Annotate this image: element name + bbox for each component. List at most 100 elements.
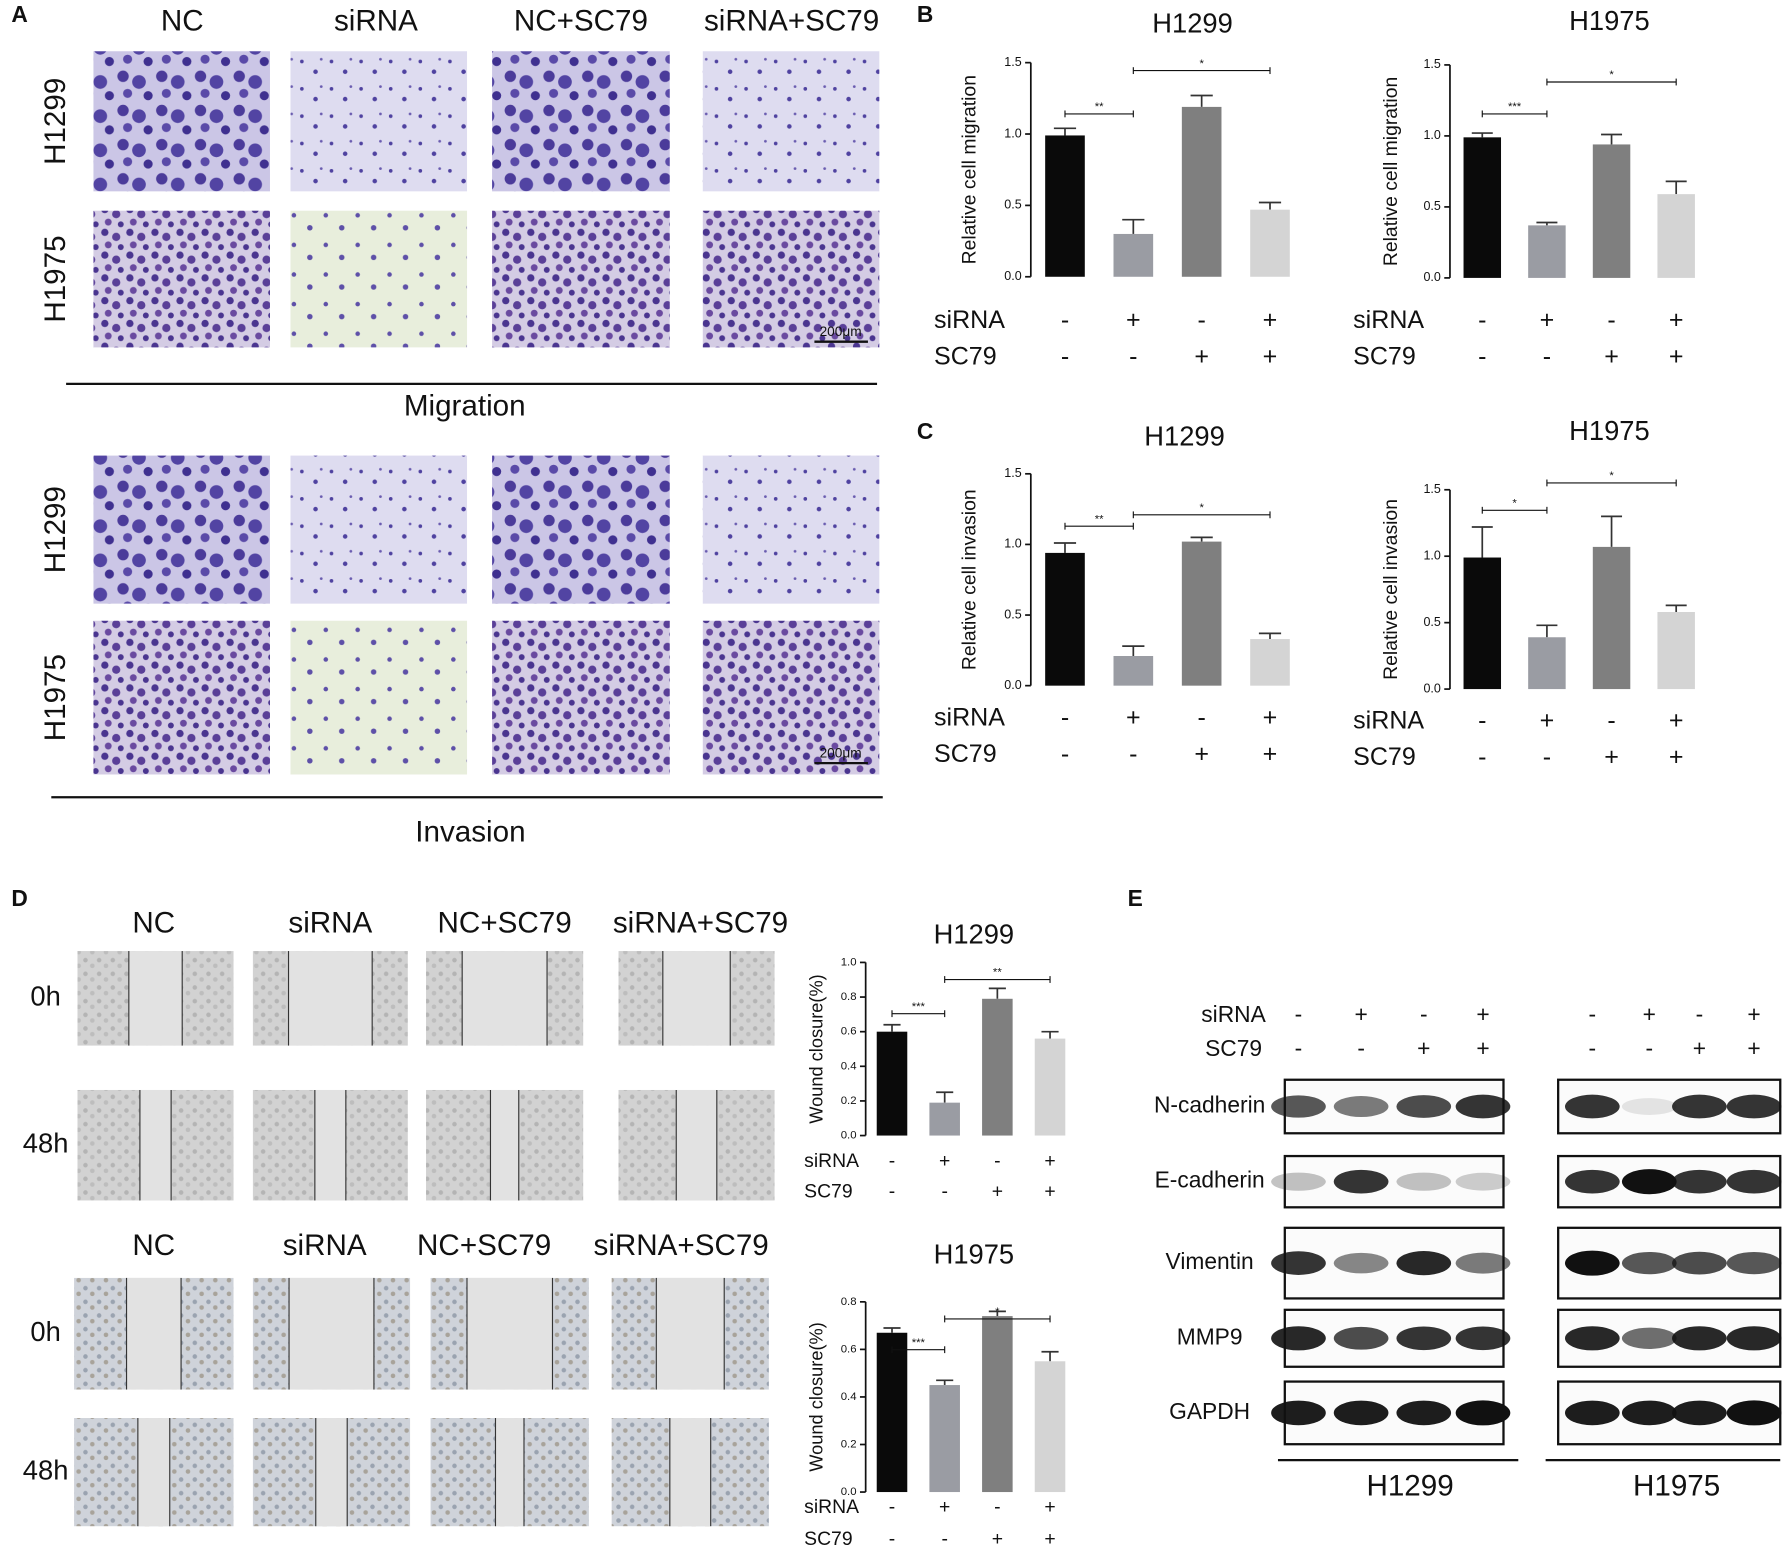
cell-line-label: H1299 bbox=[1366, 1469, 1453, 1502]
y-tick-label: 0.2 bbox=[841, 1095, 857, 1107]
row-label: H1975 bbox=[39, 654, 72, 741]
condition-sign: - bbox=[1607, 306, 1615, 334]
micrograph bbox=[702, 51, 880, 192]
wound-gap bbox=[495, 1418, 524, 1527]
condition-sign: + bbox=[1263, 342, 1278, 370]
y-tick-label: 0.4 bbox=[841, 1391, 857, 1403]
significance-label: *** bbox=[912, 1001, 926, 1013]
y-tick-label: 1.5 bbox=[1004, 466, 1021, 480]
bar bbox=[1592, 546, 1631, 690]
condition-sign: - bbox=[1543, 743, 1551, 771]
condition-label: siRNA bbox=[804, 1150, 859, 1172]
condition-sign: + bbox=[1263, 306, 1278, 334]
blot-band bbox=[1621, 1251, 1677, 1275]
cell-line-label: H1975 bbox=[1633, 1469, 1720, 1502]
significance-label: * bbox=[1199, 58, 1204, 70]
y-tick-label: 1.0 bbox=[1423, 128, 1440, 142]
condition-sign: + bbox=[1417, 1035, 1430, 1061]
blot-band bbox=[1726, 1094, 1782, 1119]
condition-sign: - bbox=[1295, 1035, 1303, 1061]
chart-title: H1299 bbox=[934, 918, 1015, 949]
blot-band bbox=[1672, 1094, 1727, 1119]
y-axis-label: Wound closure(%) bbox=[807, 1322, 827, 1472]
micrograph bbox=[93, 620, 270, 775]
y-axis-label: Relative cell invasion bbox=[1380, 499, 1402, 680]
micrograph bbox=[492, 620, 670, 775]
blot-band bbox=[1333, 1326, 1389, 1350]
time-label: 0h bbox=[30, 1316, 60, 1347]
micrograph bbox=[290, 455, 468, 604]
blot-band bbox=[1455, 1252, 1511, 1274]
condition-label: SC79 bbox=[934, 740, 997, 768]
blot-band bbox=[1396, 1172, 1452, 1191]
panel-label: A bbox=[11, 1, 27, 27]
condition-sign: + bbox=[992, 1181, 1003, 1203]
column-header: siRNA+SC79 bbox=[613, 907, 788, 940]
condition-sign: + bbox=[1693, 1035, 1706, 1061]
row-label: H1299 bbox=[39, 486, 72, 573]
condition-sign: - bbox=[1197, 306, 1205, 334]
condition-label: siRNA bbox=[1353, 306, 1424, 334]
condition-sign: - bbox=[1061, 740, 1069, 768]
condition-label: SC79 bbox=[1353, 342, 1416, 370]
blot-band bbox=[1271, 1095, 1326, 1118]
condition-sign: - bbox=[1197, 703, 1205, 731]
panel-label: E bbox=[1128, 885, 1143, 911]
y-tick-label: 0.5 bbox=[1004, 198, 1021, 212]
y-tick-label: 0.0 bbox=[841, 1130, 857, 1142]
condition-sign: + bbox=[1044, 1150, 1055, 1172]
blot-band bbox=[1455, 1172, 1511, 1191]
micrograph bbox=[93, 51, 270, 192]
protein-label: E-cadherin bbox=[1155, 1167, 1265, 1193]
y-tick-label: 0.5 bbox=[1423, 199, 1440, 213]
y-axis-label: Relative cell migration bbox=[1380, 77, 1402, 266]
condition-label: siRNA bbox=[1201, 1001, 1266, 1027]
blot-band bbox=[1621, 1400, 1677, 1426]
wound-gap bbox=[315, 1418, 348, 1527]
y-tick-label: 0.6 bbox=[841, 1343, 857, 1355]
significance-label: ** bbox=[1095, 513, 1104, 525]
condition-sign: + bbox=[1194, 740, 1209, 768]
y-axis-label: Wound closure(%) bbox=[807, 974, 827, 1124]
condition-sign: - bbox=[889, 1496, 895, 1518]
protein-label: MMP9 bbox=[1177, 1323, 1243, 1349]
blot-band bbox=[1396, 1251, 1452, 1276]
significance-label: * bbox=[995, 1306, 1000, 1318]
bar bbox=[1528, 225, 1566, 278]
y-tick-label: 1.0 bbox=[1423, 549, 1440, 563]
blot-band bbox=[1396, 1400, 1452, 1426]
condition-sign: - bbox=[994, 1496, 1000, 1518]
panel-label: B bbox=[917, 1, 933, 27]
bar bbox=[982, 1316, 1013, 1493]
blot-band bbox=[1564, 1326, 1620, 1351]
column-header: siRNA bbox=[288, 907, 372, 940]
micrograph bbox=[93, 210, 270, 348]
condition-label: SC79 bbox=[804, 1528, 852, 1549]
protein-label: N-cadherin bbox=[1154, 1092, 1265, 1118]
y-tick-label: 0.5 bbox=[1423, 615, 1440, 629]
condition-sign: + bbox=[939, 1150, 950, 1172]
panel-label: D bbox=[11, 885, 27, 911]
y-tick-label: 1.0 bbox=[1004, 537, 1021, 551]
significance-label: *** bbox=[1508, 101, 1522, 113]
micrograph bbox=[93, 455, 270, 604]
condition-sign: - bbox=[1645, 1035, 1653, 1061]
condition-sign: - bbox=[1543, 342, 1551, 370]
column-header: siRNA+SC79 bbox=[704, 5, 879, 38]
condition-sign: + bbox=[1044, 1528, 1055, 1549]
wound-gap bbox=[669, 1418, 711, 1527]
y-tick-label: 0.8 bbox=[841, 1296, 857, 1308]
significance-label: * bbox=[1512, 497, 1517, 509]
y-tick-label: 0.0 bbox=[1004, 678, 1021, 692]
chart-title: H1975 bbox=[1569, 415, 1650, 446]
condition-sign: - bbox=[1129, 740, 1137, 768]
condition-sign: - bbox=[994, 1150, 1000, 1172]
blot-band bbox=[1333, 1169, 1389, 1194]
condition-sign: + bbox=[1604, 342, 1619, 370]
bar bbox=[1113, 656, 1154, 686]
column-header: NC bbox=[132, 907, 175, 940]
micrograph bbox=[702, 620, 880, 775]
y-tick-label: 1.0 bbox=[841, 956, 857, 968]
wound-gap bbox=[466, 1277, 553, 1390]
significance-label: *** bbox=[912, 1337, 926, 1349]
